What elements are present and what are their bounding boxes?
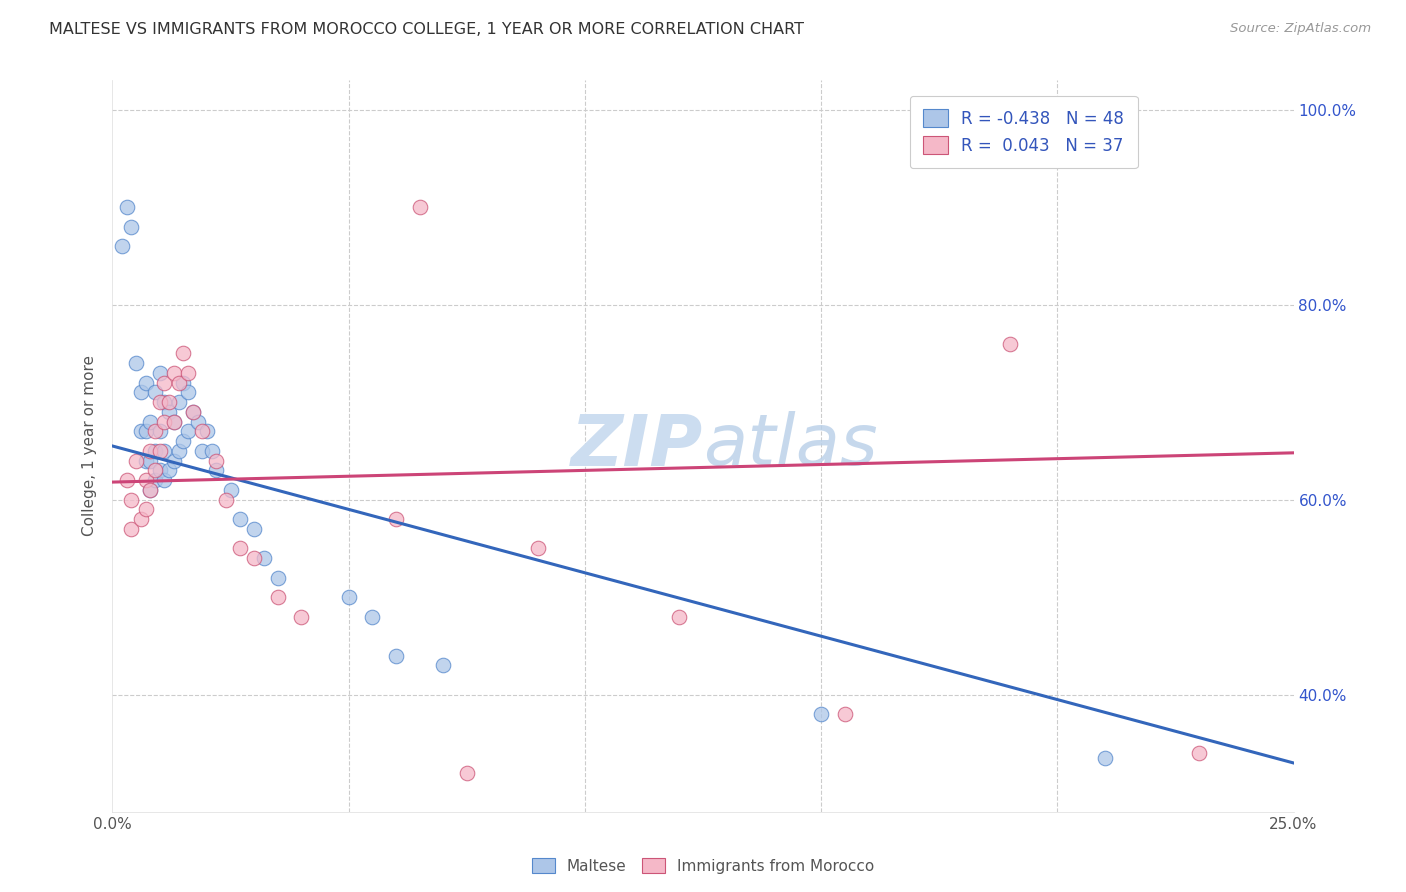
Point bbox=[385, 648, 408, 663]
Point bbox=[143, 425, 166, 439]
Point bbox=[526, 541, 548, 556]
Point bbox=[139, 483, 162, 497]
Point bbox=[408, 200, 430, 214]
Point bbox=[157, 395, 180, 409]
Point bbox=[1188, 746, 1211, 760]
Point bbox=[135, 425, 157, 439]
Point bbox=[149, 443, 172, 458]
Point bbox=[153, 473, 176, 487]
Point bbox=[157, 405, 180, 419]
Point bbox=[153, 395, 176, 409]
Point bbox=[998, 336, 1021, 351]
Point bbox=[149, 366, 172, 380]
Point bbox=[135, 502, 157, 516]
Point bbox=[167, 376, 190, 390]
Point bbox=[135, 473, 157, 487]
Point bbox=[243, 551, 266, 566]
Point bbox=[139, 443, 162, 458]
Point bbox=[167, 443, 190, 458]
Point bbox=[172, 346, 194, 360]
Point bbox=[177, 385, 200, 400]
Point bbox=[115, 473, 138, 487]
Point bbox=[143, 443, 166, 458]
Point bbox=[163, 453, 186, 467]
Point bbox=[195, 425, 218, 439]
Point bbox=[120, 522, 142, 536]
Point bbox=[267, 590, 290, 604]
Point bbox=[163, 366, 186, 380]
Point bbox=[120, 219, 142, 234]
Legend: Maltese, Immigrants from Morocco: Maltese, Immigrants from Morocco bbox=[526, 852, 880, 880]
Text: atlas: atlas bbox=[703, 411, 877, 481]
Point bbox=[143, 385, 166, 400]
Point bbox=[432, 658, 454, 673]
Point bbox=[125, 453, 148, 467]
Point bbox=[167, 395, 190, 409]
Point bbox=[129, 425, 152, 439]
Point bbox=[153, 376, 176, 390]
Point bbox=[361, 609, 384, 624]
Point bbox=[337, 590, 360, 604]
Text: ZIP: ZIP bbox=[571, 411, 703, 481]
Point bbox=[135, 376, 157, 390]
Point bbox=[267, 571, 290, 585]
Y-axis label: College, 1 year or more: College, 1 year or more bbox=[82, 356, 97, 536]
Point bbox=[243, 522, 266, 536]
Point bbox=[290, 609, 312, 624]
Point bbox=[810, 707, 832, 722]
Point bbox=[129, 512, 152, 526]
Legend: R = -0.438   N = 48, R =  0.043   N = 37: R = -0.438 N = 48, R = 0.043 N = 37 bbox=[910, 96, 1137, 169]
Point bbox=[205, 453, 228, 467]
Point bbox=[229, 512, 252, 526]
Point bbox=[229, 541, 252, 556]
Point bbox=[1094, 751, 1116, 765]
Point bbox=[181, 405, 204, 419]
Point bbox=[149, 425, 172, 439]
Point bbox=[186, 415, 208, 429]
Point bbox=[668, 609, 690, 624]
Point bbox=[139, 453, 162, 467]
Point bbox=[163, 415, 186, 429]
Point bbox=[149, 463, 172, 477]
Point bbox=[456, 765, 478, 780]
Point bbox=[834, 707, 856, 722]
Point bbox=[215, 492, 238, 507]
Point bbox=[172, 434, 194, 449]
Point bbox=[139, 483, 162, 497]
Point bbox=[143, 473, 166, 487]
Point bbox=[385, 512, 408, 526]
Text: Source: ZipAtlas.com: Source: ZipAtlas.com bbox=[1230, 22, 1371, 36]
Point bbox=[205, 463, 228, 477]
Point bbox=[143, 463, 166, 477]
Point bbox=[135, 453, 157, 467]
Point bbox=[191, 425, 214, 439]
Point bbox=[181, 405, 204, 419]
Point bbox=[111, 239, 134, 253]
Point bbox=[219, 483, 242, 497]
Point bbox=[172, 376, 194, 390]
Point bbox=[177, 366, 200, 380]
Point bbox=[177, 425, 200, 439]
Point bbox=[115, 200, 138, 214]
Point bbox=[253, 551, 276, 566]
Point bbox=[157, 463, 180, 477]
Point bbox=[163, 415, 186, 429]
Point bbox=[149, 395, 172, 409]
Point bbox=[120, 492, 142, 507]
Point bbox=[201, 443, 224, 458]
Text: MALTESE VS IMMIGRANTS FROM MOROCCO COLLEGE, 1 YEAR OR MORE CORRELATION CHART: MALTESE VS IMMIGRANTS FROM MOROCCO COLLE… bbox=[49, 22, 804, 37]
Point bbox=[125, 356, 148, 370]
Point bbox=[153, 443, 176, 458]
Point bbox=[191, 443, 214, 458]
Point bbox=[139, 415, 162, 429]
Point bbox=[153, 415, 176, 429]
Point bbox=[129, 385, 152, 400]
